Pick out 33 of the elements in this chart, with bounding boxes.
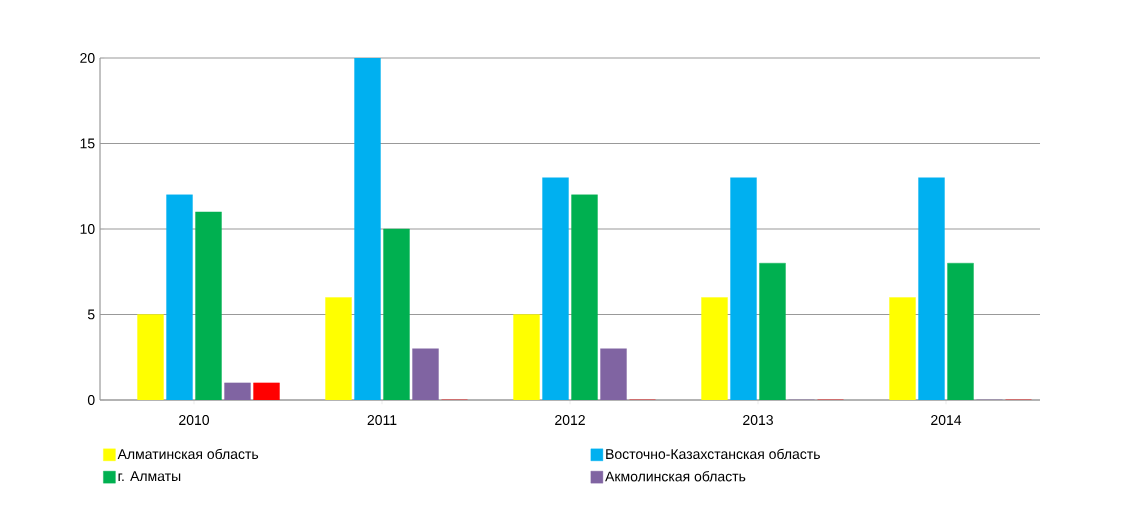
- bar: [166, 194, 193, 400]
- bar: [412, 348, 439, 400]
- bar: [918, 177, 945, 400]
- x-tick-label: 2014: [931, 415, 962, 426]
- y-tick-label: 0: [87, 395, 95, 405]
- legend-label: Восточно-Казахстанская область: [606, 448, 820, 460]
- bar: [730, 177, 757, 400]
- bar: [947, 262, 974, 400]
- x-tick-label: 2013: [743, 415, 773, 426]
- bar: [600, 348, 627, 400]
- y-tick-label: 20: [80, 53, 95, 63]
- bar: [513, 314, 540, 400]
- legend-label: Алматинская область: [117, 448, 259, 460]
- bar: [542, 177, 569, 400]
- y-tick-label: 15: [80, 138, 95, 149]
- y-tick-label: 5: [87, 309, 95, 320]
- bar: [195, 211, 222, 400]
- bar: [571, 194, 598, 400]
- bar: [354, 57, 381, 400]
- y-tick-label: 10: [80, 224, 95, 234]
- x-tick-label: 2012: [555, 415, 585, 426]
- x-tick-label: 2010: [179, 415, 210, 426]
- bar: [137, 314, 164, 400]
- bar: [325, 297, 352, 400]
- legend-label: Акмолинская область: [605, 470, 746, 482]
- bar: [224, 382, 251, 400]
- bar: [701, 297, 728, 400]
- bar: [253, 382, 280, 400]
- legend-label: г. Алматы: [118, 471, 181, 482]
- bar: [759, 262, 786, 400]
- bar: [889, 297, 916, 400]
- x-tick-label: 2011: [367, 415, 397, 426]
- bar: [383, 228, 410, 400]
